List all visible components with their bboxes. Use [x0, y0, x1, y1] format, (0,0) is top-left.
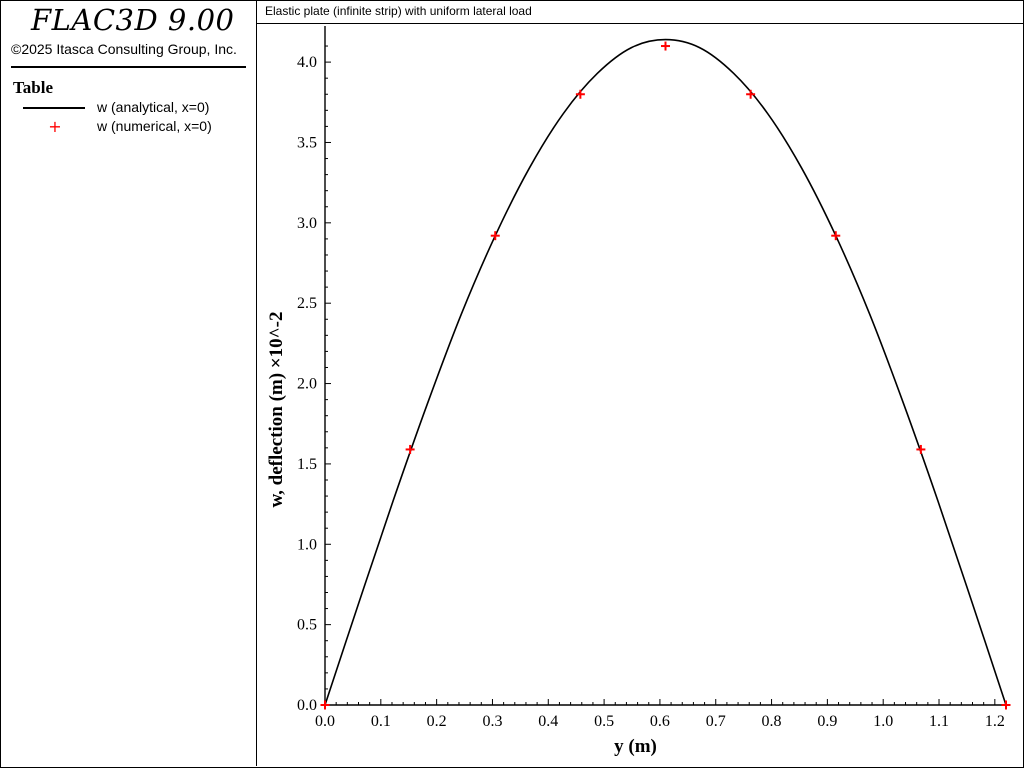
y-tick-label: 0.0 [297, 697, 317, 714]
y-tick-label: 0.5 [297, 617, 317, 634]
numerical-point [831, 231, 841, 241]
y-tick-label: 2.5 [297, 295, 317, 312]
x-tick-label: 1.2 [985, 713, 1005, 730]
divider [11, 66, 246, 68]
chart-title: Elastic plate (infinite strip) with unif… [265, 4, 532, 18]
x-axis-title: y (m) [614, 736, 657, 757]
line-swatch-icon [23, 107, 85, 109]
legend-panel: FLAC3D 9.00 ©2025 Itasca Consulting Grou… [1, 1, 257, 766]
numerical-point [405, 444, 415, 454]
numerical-point [490, 231, 500, 241]
legend-title: Table [13, 78, 54, 97]
x-tick-label: 0.6 [650, 713, 670, 730]
numerical-point [746, 89, 756, 99]
y-tick-label: 4.0 [297, 54, 317, 71]
x-tick-label: 0.3 [482, 713, 502, 730]
numerical-point [575, 89, 585, 99]
y-axis-title: w, deflection (m) ×10^-2 [266, 312, 287, 508]
numerical-point [916, 444, 926, 454]
plot-header: Elastic plate (infinite strip) with unif… [257, 1, 1023, 24]
x-tick-label: 1.0 [873, 713, 893, 730]
x-tick-label: 0.9 [817, 713, 837, 730]
y-tick-label: 2.0 [297, 376, 317, 393]
x-tick-label: 0.4 [538, 713, 558, 730]
y-tick-label: 3.5 [297, 134, 317, 151]
chart-plot: 0.0 0.1 0.2 0.3 0.4 0.5 0.6 0.7 0.8 0.9 1.0 1.1 1.2 0… [266, 26, 1011, 757]
x-tick-label: 1.1 [929, 713, 949, 730]
legend-label: w (numerical, x=0) [97, 118, 212, 134]
x-tick-label: 0.2 [427, 713, 447, 730]
x-tick-label: 0.7 [706, 713, 726, 730]
legend-label: w (analytical, x=0) [97, 99, 210, 115]
app-title: FLAC3D 9.00 [31, 3, 235, 37]
numerical-point [320, 700, 330, 710]
numerical-point [1001, 700, 1011, 710]
numerical-point [661, 41, 670, 51]
plus-marker-icon: + [48, 117, 62, 136]
x-tick-label: 0.0 [315, 713, 335, 730]
y-tick-label: 1.5 [297, 456, 317, 473]
y-tick-label: 1.0 [297, 536, 317, 553]
x-tick-label: 0.5 [594, 713, 614, 730]
copyright-text: ©2025 Itasca Consulting Group, Inc. [11, 41, 237, 57]
analytical-curve [324, 38, 1007, 706]
y-tick-label: 3.0 [297, 215, 317, 232]
x-tick-label: 0.1 [371, 713, 391, 730]
x-tick-label: 0.8 [762, 713, 782, 730]
